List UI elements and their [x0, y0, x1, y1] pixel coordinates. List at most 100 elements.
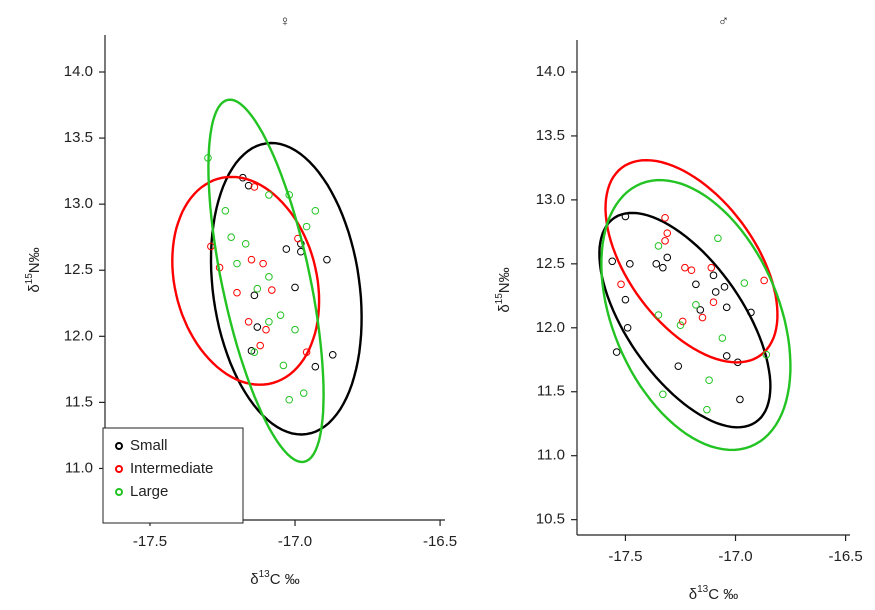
- chart-title: ♂: [718, 13, 729, 30]
- y-tick-label: 13.0: [536, 191, 565, 208]
- point: [253, 323, 262, 331]
- point: [311, 206, 320, 215]
- point: [661, 213, 669, 222]
- point: [621, 212, 630, 221]
- legend-label: Intermediate: [130, 460, 213, 477]
- point: [654, 311, 663, 319]
- point: [302, 222, 311, 231]
- point: [687, 266, 696, 275]
- ellipse: [600, 178, 792, 452]
- point: [250, 348, 259, 356]
- point: [311, 362, 320, 371]
- ellipse: [598, 211, 772, 429]
- axis-label-part: C ‰: [708, 586, 738, 603]
- point: [621, 295, 630, 304]
- axis-label-part: N‰: [496, 267, 513, 293]
- point: [259, 259, 267, 268]
- axis-label-part: C ‰: [270, 571, 300, 588]
- point: [268, 286, 276, 294]
- point: [714, 234, 722, 243]
- point: [262, 325, 270, 334]
- point: [612, 348, 621, 356]
- y-tick-label: 12.0: [536, 319, 565, 336]
- y-tick-label: 13.5: [536, 127, 565, 144]
- point: [247, 255, 256, 264]
- point: [227, 233, 235, 241]
- point: [250, 291, 259, 300]
- x-tick-label: -17.5: [133, 533, 167, 550]
- point: [747, 308, 755, 317]
- y-tick-label: 14.0: [536, 63, 565, 80]
- chart-title: ♀: [279, 13, 290, 30]
- point: [323, 255, 331, 264]
- y-tick-label: 13.0: [64, 195, 93, 212]
- point: [718, 334, 727, 342]
- axis-label-part: δ: [689, 586, 697, 603]
- point: [204, 154, 212, 162]
- legend-marker: [115, 442, 123, 450]
- axis-label-part: 13: [697, 584, 709, 595]
- point: [663, 229, 672, 237]
- point: [276, 311, 285, 319]
- point: [652, 260, 661, 268]
- legend-label: Small: [130, 437, 168, 454]
- point: [299, 389, 308, 397]
- point: [722, 352, 731, 360]
- point: [703, 405, 711, 414]
- y-tick-label: 11.0: [537, 447, 565, 464]
- point: [698, 313, 707, 322]
- point: [626, 260, 634, 268]
- point: [244, 181, 253, 190]
- point: [722, 303, 731, 312]
- axis-label: δ13C ‰: [250, 569, 299, 588]
- point: [740, 279, 749, 287]
- point: [291, 283, 299, 292]
- axis-label-part: 15: [24, 273, 35, 285]
- axis-label: δ13C ‰: [689, 584, 738, 603]
- point: [659, 390, 667, 399]
- point: [279, 361, 288, 370]
- point: [265, 317, 273, 326]
- point: [736, 395, 744, 404]
- axis-label-part: 13: [259, 569, 271, 580]
- point: [654, 242, 663, 250]
- point: [285, 191, 294, 199]
- point: [282, 245, 291, 253]
- axis-label: δ15N‰: [24, 247, 43, 292]
- y-tick-label: 11.0: [65, 459, 93, 476]
- point: [285, 395, 294, 404]
- axis-label-part: N‰: [26, 247, 43, 273]
- point: [265, 191, 273, 199]
- point: [678, 317, 687, 326]
- axis-label-part: 15: [494, 293, 505, 305]
- point: [711, 288, 720, 296]
- point: [674, 362, 683, 370]
- y-tick-label: 11.5: [537, 383, 565, 400]
- point: [302, 348, 311, 356]
- legend-label: Large: [130, 483, 168, 500]
- point: [709, 271, 718, 280]
- point: [692, 280, 700, 289]
- point: [709, 298, 718, 307]
- point: [328, 351, 337, 359]
- y-tick-label: 12.5: [536, 255, 565, 272]
- point: [676, 321, 685, 330]
- point: [256, 341, 265, 350]
- point: [661, 237, 669, 245]
- y-tick-label: 13.5: [64, 129, 93, 146]
- y-tick-label: 12.5: [64, 261, 93, 278]
- point: [705, 376, 713, 385]
- axis-label-part: δ: [250, 571, 258, 588]
- x-tick-label: -16.5: [828, 548, 862, 565]
- point: [659, 263, 667, 272]
- y-tick-label: 12.0: [64, 327, 93, 344]
- point: [623, 323, 632, 332]
- point: [692, 300, 700, 309]
- y-tick-label: 10.5: [536, 511, 565, 528]
- point: [696, 306, 705, 314]
- ellipse: [207, 98, 325, 464]
- point: [720, 283, 729, 291]
- point: [663, 253, 672, 262]
- point: [253, 284, 262, 293]
- point: [265, 273, 273, 281]
